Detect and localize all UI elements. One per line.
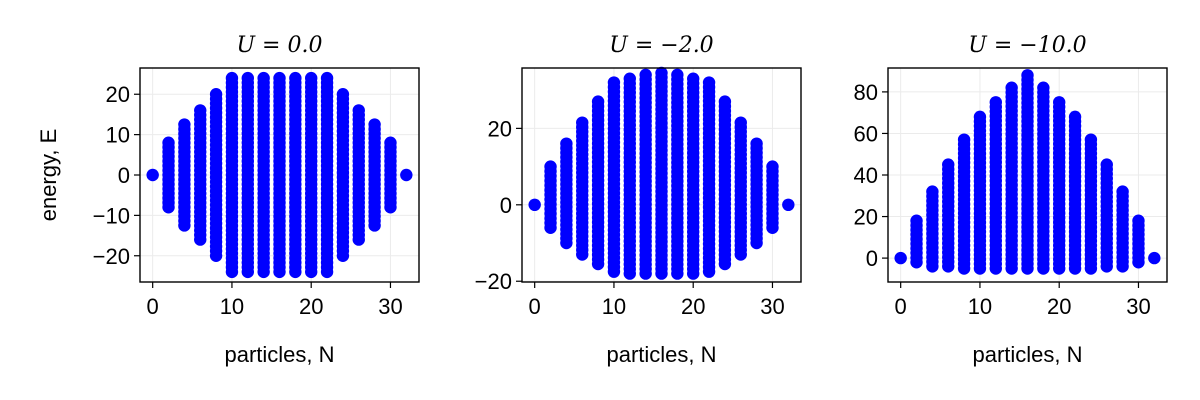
y-tick-label: 20 [854, 205, 878, 230]
data-point [926, 260, 939, 273]
data-point [973, 262, 987, 275]
y-tick-label: −20 [475, 269, 512, 294]
data-point [687, 267, 700, 280]
x-tick-label: 0 [895, 294, 907, 319]
subplot-3: 0 10 20 30 0 20 40 60 80 U = −10.0 particles, N [854, 33, 1168, 367]
data-point [894, 251, 907, 265]
x-tick-label: 10 [602, 294, 626, 319]
subplot-title: U = −10.0 [968, 33, 1086, 58]
data-point [320, 265, 334, 279]
data-point [910, 256, 923, 269]
data-point [1037, 262, 1050, 275]
data-point [1148, 251, 1161, 265]
data-point [1132, 256, 1145, 269]
data-point [368, 219, 381, 232]
x-tick-label: 0 [147, 294, 159, 319]
data-point [623, 267, 636, 280]
x-axis-label: particles, N [224, 342, 334, 367]
data-point [1084, 262, 1098, 275]
data-point [957, 262, 971, 275]
subplot-2: 0 10 20 30 −20 0 20 U = −2.0 particles, N [475, 33, 802, 367]
data-point [178, 219, 191, 232]
data-point [146, 168, 159, 182]
y-tick-label: 80 [854, 80, 878, 105]
data-point [1021, 262, 1034, 275]
data-point [352, 233, 365, 246]
y-tick-label: 20 [488, 116, 512, 141]
y-tick-label: −10 [93, 203, 130, 228]
data-point [400, 168, 413, 182]
data-point [1068, 262, 1082, 275]
x-tick-label: 20 [681, 294, 705, 319]
data-points [146, 71, 413, 279]
x-tick-label: 20 [1047, 294, 1071, 319]
y-tick-label: 40 [854, 163, 878, 188]
data-point [655, 267, 668, 280]
x-tick-label: 20 [299, 294, 323, 319]
x-axis-label: particles, N [606, 342, 716, 367]
data-point [989, 262, 1002, 275]
data-point [702, 265, 716, 278]
data-point [384, 201, 397, 214]
y-tick-label: 0 [118, 163, 130, 188]
subplot-title: U = −2.0 [609, 33, 713, 58]
y-axis-label: energy, E [36, 129, 61, 222]
data-point [1053, 262, 1066, 275]
data-point [241, 265, 254, 279]
axes-frame [521, 67, 802, 283]
data-point [607, 265, 621, 278]
data-point [528, 198, 541, 212]
data-point [336, 249, 350, 262]
y-tick-label: 20 [106, 82, 130, 107]
data-point [718, 257, 732, 271]
data-point [576, 248, 589, 261]
data-point [544, 221, 557, 234]
subplot-1: 0 10 20 30 −20 −10 0 10 20 U = 0.0 particles, N ene… [36, 33, 420, 367]
data-point [305, 265, 318, 279]
data-point [273, 265, 286, 279]
data-point [289, 265, 302, 279]
y-tick-label: 0 [866, 246, 878, 271]
y-tick-label: −20 [93, 244, 130, 269]
data-point [1005, 262, 1018, 275]
data-point [257, 265, 270, 279]
x-tick-label: 10 [968, 294, 992, 319]
x-tick-label: 10 [220, 294, 244, 319]
y-tick-label: 0 [500, 193, 512, 218]
data-point [639, 267, 652, 280]
subplot-title: U = 0.0 [237, 33, 323, 58]
data-point [1116, 260, 1129, 273]
data-points [894, 69, 1161, 275]
x-tick-label: 30 [760, 294, 784, 319]
data-point [734, 248, 747, 261]
data-point [942, 260, 955, 273]
data-point [591, 257, 605, 271]
data-point [1100, 260, 1113, 273]
y-tick-label: 60 [854, 121, 878, 146]
data-point [162, 201, 175, 214]
data-point [766, 221, 779, 234]
x-axis-label: particles, N [972, 342, 1082, 367]
y-tick-label: 10 [106, 123, 130, 148]
data-point [209, 249, 223, 262]
data-point [225, 265, 239, 279]
data-points [528, 66, 795, 280]
data-point [750, 236, 763, 250]
data-point [782, 198, 795, 212]
data-point [194, 233, 207, 246]
x-tick-label: 0 [529, 294, 541, 319]
x-tick-label: 30 [378, 294, 402, 319]
data-point [560, 236, 573, 250]
data-point [671, 267, 684, 280]
x-tick-label: 30 [1126, 294, 1150, 319]
